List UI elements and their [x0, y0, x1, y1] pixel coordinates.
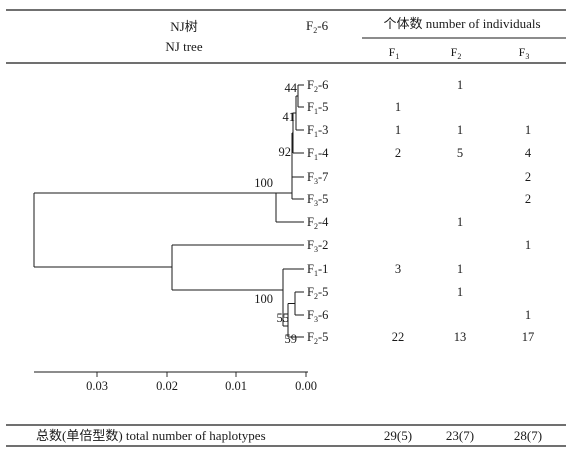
count-cell: 2 [525, 192, 531, 206]
count-cell: 1 [395, 100, 401, 114]
count-cell: 2 [525, 170, 531, 184]
column-header-3: F3 [519, 45, 530, 61]
tree-title-cn: NJ树 [170, 19, 197, 34]
distance-axis: 0.03 0.02 0.01 0.00 [34, 371, 317, 393]
footer-total: 28(7) [514, 428, 542, 443]
leaf-label: F1-4 [307, 146, 329, 162]
tree-branches [33, 84, 304, 338]
leaf-label: F2-4 [307, 215, 329, 231]
count-cell: 1 [525, 123, 531, 137]
count-cell: 13 [454, 330, 467, 344]
count-cell: 22 [392, 330, 405, 344]
footer-label: 总数(单倍型数) total number of haplotypes [36, 428, 266, 443]
column-headers: F1 F2 F3 [389, 45, 530, 61]
footer-totals: 29(5) 23(7) 28(7) [384, 428, 542, 443]
footer-total: 23(7) [446, 428, 474, 443]
leaf-label: F2-5 [307, 285, 328, 301]
count-cell: 1 [525, 308, 531, 322]
count-cell: 2 [395, 146, 401, 160]
tree-title-en: NJ tree [165, 39, 202, 54]
leaf-label: F2-6 [307, 78, 328, 94]
leaf-label: F2-5 [307, 330, 328, 346]
leaf-label: F1-3 [307, 123, 328, 139]
leaf-label: F3-6 [307, 308, 328, 324]
footer-total: 29(5) [384, 428, 412, 443]
counts-title: 个体数 number of individuals [383, 16, 540, 31]
axis-tick-label: 0.01 [225, 379, 247, 393]
count-cell: 5 [457, 146, 463, 160]
leaf-label: F3-7 [307, 170, 328, 186]
count-cell: 17 [522, 330, 535, 344]
count-cell: 1 [525, 238, 531, 252]
leaf-label: F3-2 [307, 238, 328, 254]
header-extra-label: F2-6 [306, 18, 329, 35]
axis-tick-label: 0.02 [156, 379, 178, 393]
count-cell: 1 [457, 123, 463, 137]
count-cell: 1 [457, 215, 463, 229]
bootstrap-value: 44 [285, 81, 298, 95]
axis-tick-label: 0.00 [295, 379, 317, 393]
bootstrap-value: 92 [279, 145, 292, 159]
leaf-label: F1-5 [307, 100, 328, 116]
column-header-2: F2 [451, 45, 462, 61]
count-cell: 3 [395, 262, 401, 276]
count-cell: 1 [457, 262, 463, 276]
bootstrap-value: 100 [254, 292, 273, 306]
bootstrap-value: 100 [254, 176, 273, 190]
leaf-label: F1-1 [307, 262, 328, 278]
count-cell: 1 [457, 78, 463, 92]
count-cell: 4 [525, 146, 532, 160]
leaf-labels: F2-6 F1-5 F1-3 F1-4 F3-7 F3-5 F2-4 F3-2 F1-1 F2-5… [307, 78, 329, 346]
count-cell: 1 [395, 123, 401, 137]
leaf-label: F3-5 [307, 192, 328, 208]
bootstrap-values: 44 41 92 100 100 55 59 [254, 81, 298, 346]
bootstrap-value: 41 [283, 110, 296, 124]
bootstrap-value: 59 [285, 332, 298, 346]
axis-tick-label: 0.03 [86, 379, 108, 393]
count-cell: 1 [457, 285, 463, 299]
bootstrap-value: 55 [277, 311, 290, 325]
column-header-1: F1 [389, 45, 400, 61]
